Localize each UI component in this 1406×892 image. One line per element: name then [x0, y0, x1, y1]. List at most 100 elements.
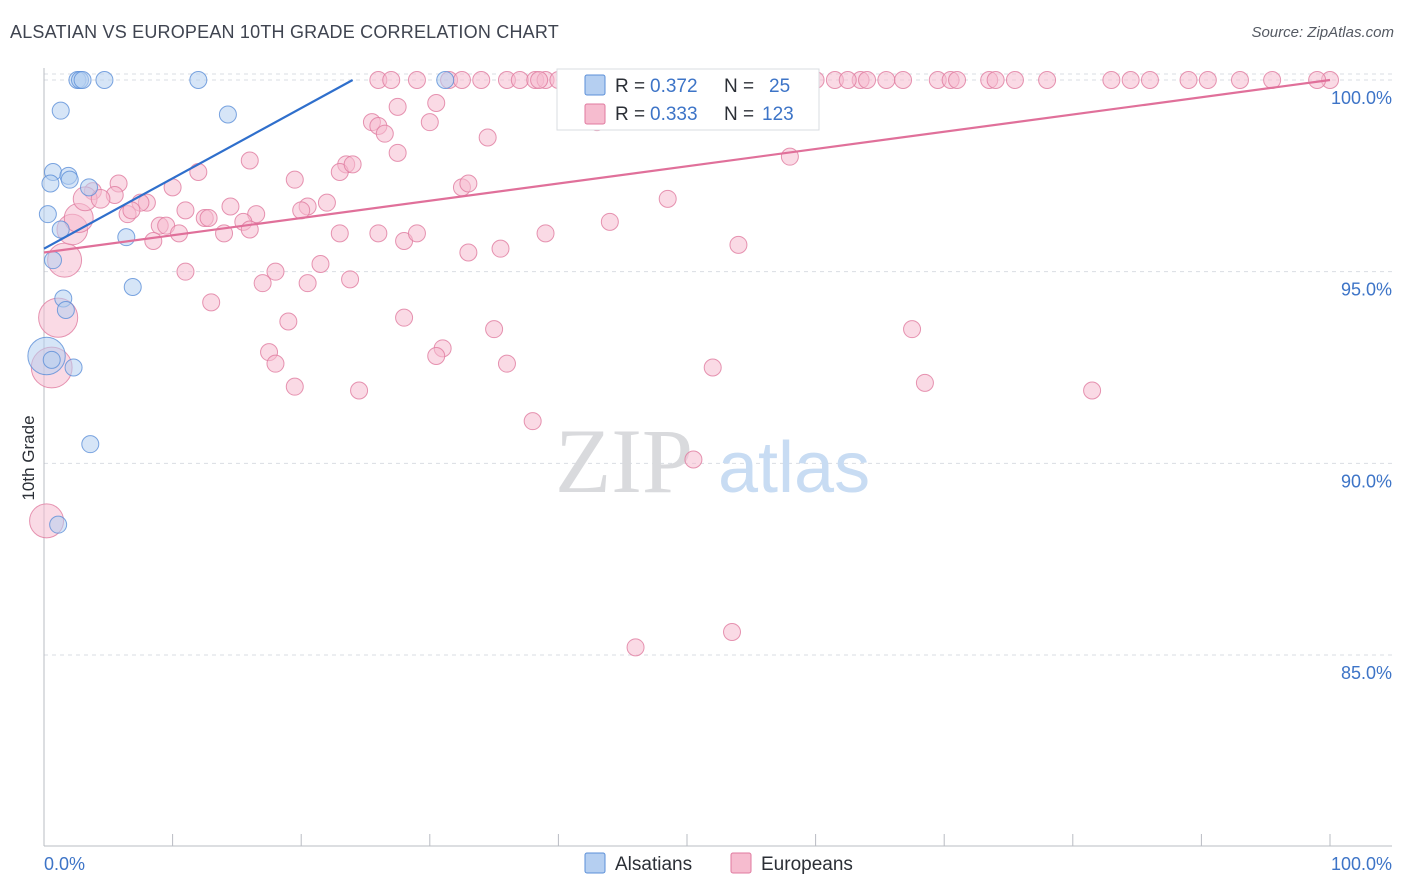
- europeans-point: [1121, 71, 1140, 89]
- europeans-point: [1038, 71, 1057, 89]
- europeans-point: [894, 71, 913, 89]
- europeans-point: [658, 189, 677, 208]
- europeans-point: [144, 232, 163, 250]
- europeans-point: [986, 71, 1005, 89]
- europeans-point: [407, 224, 426, 243]
- europeans-point: [1140, 71, 1159, 89]
- europeans-point: [388, 143, 407, 162]
- series-europeans: [29, 71, 1339, 657]
- y-tick-label: 90.0%: [1341, 471, 1392, 491]
- europeans-point: [536, 224, 555, 243]
- europeans-point: [202, 293, 221, 312]
- europeans-point: [176, 201, 195, 220]
- chart-title: ALSATIAN VS EUROPEAN 10TH GRADE CORRELAT…: [10, 22, 559, 42]
- alsatians-point: [41, 174, 60, 193]
- europeans-point: [420, 113, 439, 132]
- alsatians-point: [60, 170, 79, 189]
- europeans-point: [317, 193, 336, 212]
- europeans-point: [903, 320, 922, 339]
- alsatians-point: [56, 301, 75, 319]
- europeans-point: [1230, 71, 1249, 89]
- europeans-point: [626, 638, 645, 657]
- europeans-point: [221, 197, 240, 216]
- europeans-point: [279, 312, 298, 331]
- europeans-point: [407, 71, 426, 89]
- europeans-point: [343, 155, 362, 174]
- europeans-point: [497, 354, 516, 373]
- alsatians-point: [51, 220, 70, 239]
- stats-legend: R = 0.372 N = 25 R = 0.333 N = 123: [556, 68, 820, 131]
- alsatians-point: [38, 205, 57, 224]
- y-tick-label: 85.0%: [1341, 663, 1392, 683]
- europeans-point: [684, 450, 703, 469]
- europeans-point: [199, 209, 218, 227]
- europeans-point: [1005, 71, 1024, 89]
- y-tick-labels: 100.0% 95.0% 90.0% 85.0%: [1331, 88, 1392, 683]
- trendlines: [43, 78, 1331, 254]
- stats-r-label: R =: [615, 104, 645, 125]
- stats-r-value: 0.333: [650, 104, 698, 125]
- axes: [43, 68, 1392, 847]
- europeans-point: [472, 71, 491, 89]
- legend-label-europeans: Europeans: [761, 854, 853, 875]
- europeans-point: [1102, 71, 1121, 89]
- europeans-point: [510, 71, 529, 89]
- europeans-point: [485, 320, 504, 339]
- y-axis-label: 10th Grade: [19, 415, 38, 500]
- alsatians-point: [64, 358, 83, 377]
- europeans-point: [350, 381, 369, 400]
- europeans-point: [915, 373, 934, 392]
- stats-legend-swatch-europeans: [584, 103, 606, 125]
- alsatians-point: [218, 105, 237, 124]
- europeans-point: [703, 358, 722, 377]
- europeans-point: [382, 71, 401, 89]
- y-tick-label: 95.0%: [1341, 280, 1392, 300]
- x-tick-label-min: 0.0%: [44, 854, 85, 874]
- x-tick-label-max: 100.0%: [1331, 854, 1392, 874]
- alsatians-point: [436, 71, 455, 89]
- alsatians-point: [123, 278, 142, 296]
- europeans-point: [375, 124, 394, 143]
- europeans-point: [723, 623, 742, 641]
- europeans-point: [341, 270, 360, 289]
- x-ticks: [43, 834, 1331, 846]
- europeans-point: [1198, 71, 1217, 89]
- europeans-point: [90, 188, 111, 209]
- alsatians-point: [42, 350, 61, 369]
- europeans-point: [253, 274, 272, 293]
- europeans-point: [459, 174, 478, 193]
- europeans-point: [491, 239, 510, 258]
- europeans-point: [530, 71, 549, 89]
- europeans-point: [1083, 381, 1102, 400]
- alsatians-point: [44, 251, 63, 270]
- source-label: Source: ZipAtlas.com: [1251, 24, 1394, 41]
- europeans-point: [729, 235, 748, 254]
- europeans-point: [858, 71, 877, 89]
- europeans-point: [311, 255, 330, 273]
- series-alsatians: [27, 71, 455, 534]
- alsatians-point: [95, 71, 114, 89]
- europeans-point: [478, 128, 497, 147]
- y-tick-label: 100.0%: [1331, 88, 1392, 108]
- europeans-point: [240, 151, 259, 170]
- europeans-point: [189, 163, 208, 181]
- europeans-point: [266, 354, 285, 373]
- europeans-point: [523, 412, 542, 431]
- alsatians-point: [189, 71, 208, 89]
- stats-n-value: 123: [762, 104, 794, 125]
- stats-n-value: 25: [769, 76, 790, 97]
- legend-swatch-alsatians: [584, 852, 606, 874]
- alsatians-point: [80, 178, 99, 197]
- europeans-point: [452, 71, 471, 89]
- europeans-point: [948, 71, 967, 89]
- alsatians-point: [51, 101, 70, 120]
- legend-label-alsatians: Alsatians: [615, 854, 692, 875]
- europeans-point: [1179, 71, 1198, 89]
- europeans-point: [459, 243, 478, 262]
- watermark-atlas: atlas: [718, 428, 870, 508]
- watermark-zip: ZIP: [555, 410, 693, 512]
- europeans-point: [388, 97, 407, 116]
- europeans-point: [427, 347, 446, 365]
- stats-n-label: N =: [724, 104, 754, 125]
